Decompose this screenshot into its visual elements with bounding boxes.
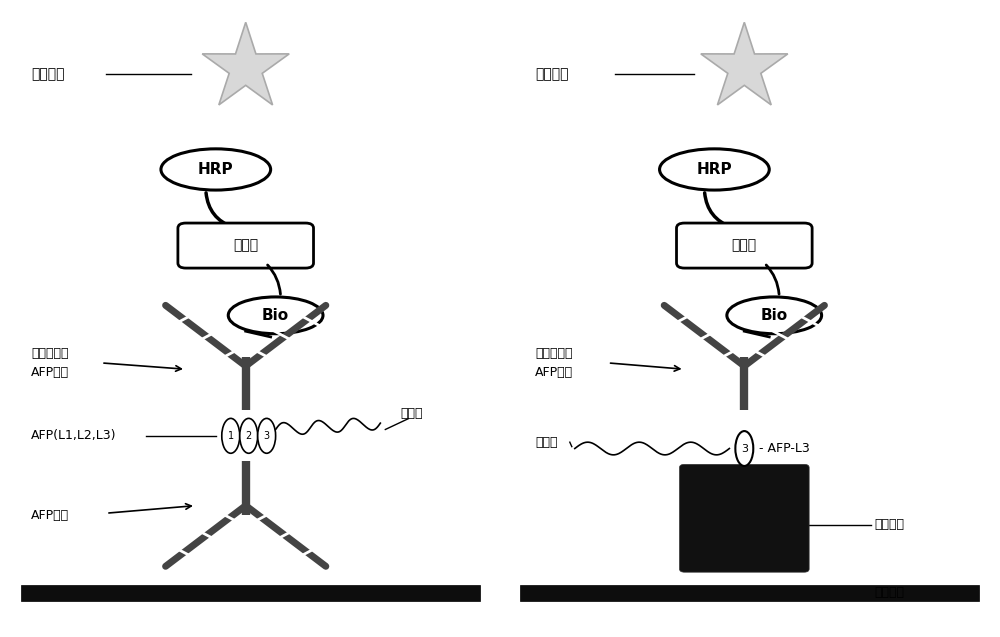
FancyBboxPatch shape [680, 464, 809, 572]
Text: 2: 2 [246, 431, 252, 441]
Text: AFP抗体: AFP抗体 [535, 366, 573, 379]
Text: AFP抗体: AFP抗体 [31, 508, 69, 522]
Text: 岩藻糖: 岩藻糖 [535, 436, 557, 448]
Ellipse shape [228, 297, 323, 334]
Ellipse shape [727, 297, 822, 334]
Text: 底物发光: 底物发光 [31, 68, 65, 82]
Text: AFP抗体: AFP抗体 [31, 366, 69, 379]
Ellipse shape [222, 419, 240, 454]
Text: 亲和素: 亲和素 [233, 239, 258, 252]
Ellipse shape [735, 431, 753, 466]
Text: Bio: Bio [761, 308, 788, 323]
Text: HRP: HRP [198, 162, 234, 177]
Text: 生物素标记: 生物素标记 [535, 347, 572, 360]
Text: AFP(L1,L2,L3): AFP(L1,L2,L3) [31, 429, 117, 442]
Ellipse shape [660, 149, 769, 190]
Text: Bio: Bio [262, 308, 289, 323]
Bar [520, 585, 979, 601]
Text: 底物发光: 底物发光 [535, 68, 568, 82]
Text: HRP: HRP [697, 162, 732, 177]
Text: 3: 3 [264, 431, 270, 441]
FancyBboxPatch shape [178, 223, 314, 268]
Text: 岩藻糖: 岩藻糖 [400, 407, 423, 420]
Polygon shape [701, 22, 788, 105]
Ellipse shape [161, 149, 271, 190]
Ellipse shape [240, 419, 258, 454]
Text: 醛基玻片: 醛基玻片 [874, 586, 904, 599]
Text: 生物素标记: 生物素标记 [31, 347, 69, 360]
Ellipse shape [258, 419, 276, 454]
Text: 亲和素: 亲和素 [732, 239, 757, 252]
FancyBboxPatch shape [677, 223, 812, 268]
Text: 小扁豆素: 小扁豆素 [874, 518, 904, 531]
Text: - AFP-L3: - AFP-L3 [759, 442, 810, 455]
Polygon shape [202, 22, 289, 105]
Text: 3: 3 [741, 443, 748, 454]
Bar [21, 585, 480, 601]
Text: 1: 1 [228, 431, 234, 441]
